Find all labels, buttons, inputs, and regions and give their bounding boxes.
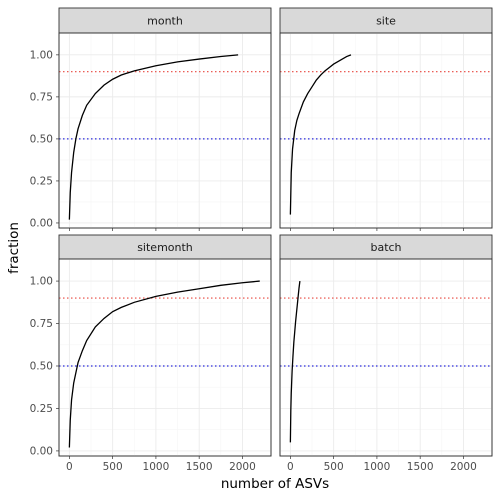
y-tick-label: 0.25 — [30, 175, 53, 187]
x-tick-label: 1000 — [364, 461, 391, 473]
panel-background — [279, 258, 493, 457]
series-line-month — [68, 54, 239, 220]
facet-strip-label: sitemonth — [137, 241, 193, 254]
facet-strip — [58, 234, 272, 260]
x-tick-label: 2000 — [450, 461, 477, 473]
x-tick-label: 1500 — [186, 461, 213, 473]
y-tick-label: 1.00 — [30, 276, 53, 288]
facet-panel-sitemonth: sitemonth 0.00 0.25 0.50 0.75 1.00 0 500 1000 150… — [30, 234, 272, 473]
panel-background — [58, 32, 272, 229]
x-tick-label: 1000 — [143, 461, 170, 473]
y-tick-label: 1.00 — [30, 49, 53, 61]
y-tick-label: 0.50 — [30, 133, 53, 145]
x-tick-label: 500 — [324, 461, 344, 473]
facet-panel-site: site — [279, 7, 493, 231]
x-tick-label: 2000 — [229, 461, 256, 473]
y-tick-label: 0.00 — [30, 217, 53, 229]
y-axis-title: fraction — [6, 222, 22, 274]
x-tick-label: 500 — [103, 461, 123, 473]
y-tick-label: 0.00 — [30, 445, 53, 457]
x-tick-label: 0 — [287, 461, 294, 473]
facet-strip — [58, 7, 272, 34]
panel-background — [58, 258, 272, 457]
series-line-site — [289, 54, 352, 215]
x-tick-label: 1500 — [407, 461, 434, 473]
panel-border — [58, 258, 272, 457]
facet-strip — [279, 234, 493, 260]
x-tick-label: 0 — [66, 461, 73, 473]
panel-background — [279, 32, 493, 229]
series-line-batch — [289, 280, 301, 443]
panel-border — [58, 32, 272, 229]
facet-strip-label: batch — [370, 241, 401, 254]
x-axis-title: number of ASVs — [221, 476, 329, 492]
panels-layer: month 0.00 0.25 0.50 0.75 1.00 site sitemonth 0.… — [30, 7, 493, 473]
facet-strip-label: month — [147, 15, 183, 28]
y-tick-label: 0.50 — [30, 360, 53, 372]
facet-panel-month: month 0.00 0.25 0.50 0.75 1.00 — [30, 7, 272, 231]
panel-border — [279, 258, 493, 457]
series-line-sitemonth — [68, 280, 260, 448]
y-tick-label: 0.25 — [30, 403, 53, 415]
facet-strip-label: site — [376, 15, 396, 28]
y-tick-label: 0.75 — [30, 91, 53, 103]
facet-strip — [279, 7, 493, 34]
facet-panel-batch: batch 0 500 1000 1500 2000 — [279, 234, 493, 473]
panel-border — [279, 32, 493, 229]
y-tick-label: 0.75 — [30, 318, 53, 330]
